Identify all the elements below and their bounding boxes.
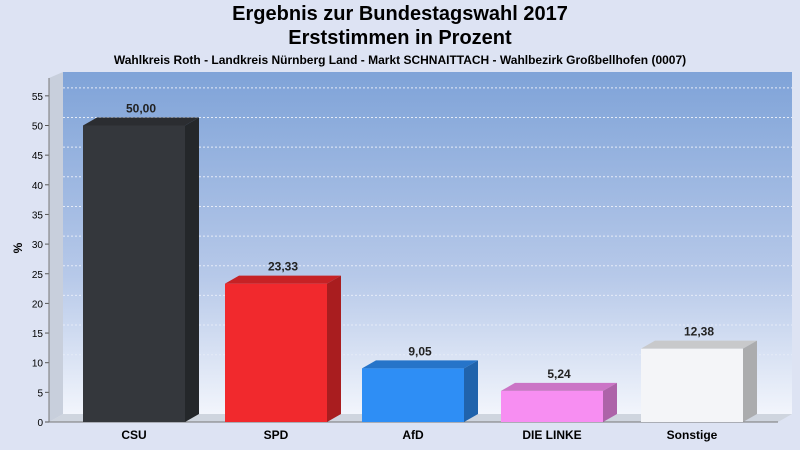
data-label: 9,05 [408,344,432,358]
category-label: CSU [121,428,146,442]
y-tick-label: 45 [32,151,44,162]
bar-die-linke [501,382,617,422]
y-tick-label: 15 [32,329,44,340]
bar-top [501,382,617,391]
y-tick-label: 40 [32,181,44,192]
category-label: SPD [264,428,289,442]
bar-sonstige [641,340,757,422]
y-tick-label: 55 [32,92,44,103]
bar-csu [83,117,199,422]
data-label: 50,00 [126,102,156,116]
chart-title: Ergebnis zur Bundestagswahl 2017 [232,3,568,25]
bar-front [362,368,464,422]
bar-top [83,117,199,126]
bar-top [225,275,341,284]
y-tick-label: 0 [37,418,43,429]
chart-subtitle: Erststimmen in Prozent [288,27,512,49]
bar-top [641,340,757,349]
bar-side [185,117,199,422]
data-label: 5,24 [547,367,571,381]
bar-spd [225,275,341,422]
y-tick-label: 50 [32,122,44,133]
bar-side [464,360,478,422]
y-axis-label: % [11,242,25,253]
bar-side [327,275,341,422]
bar-top [362,360,478,369]
y-tick-label: 20 [32,299,44,310]
category-label: DIE LINKE [522,428,581,442]
y-tick-label: 10 [32,359,44,370]
category-label: AfD [402,428,424,442]
bar-front [83,125,185,422]
bar-afd [362,360,478,422]
bar-side [603,382,617,422]
bar-side [743,340,757,422]
y-tick-label: 5 [37,388,43,399]
plot-left-wall [49,72,63,422]
y-tick-label: 35 [32,210,44,221]
chart-subtitle-district: Wahlkreis Roth - Landkreis Nürnberg Land… [113,53,687,67]
bar-front [641,348,743,422]
y-tick-label: 25 [32,270,44,281]
y-tick-label: 30 [32,240,44,251]
data-label: 12,38 [684,325,714,339]
bar-front [225,283,327,422]
category-label: Sonstige [667,428,718,442]
data-label: 23,33 [268,260,298,274]
bar-front [501,390,603,422]
